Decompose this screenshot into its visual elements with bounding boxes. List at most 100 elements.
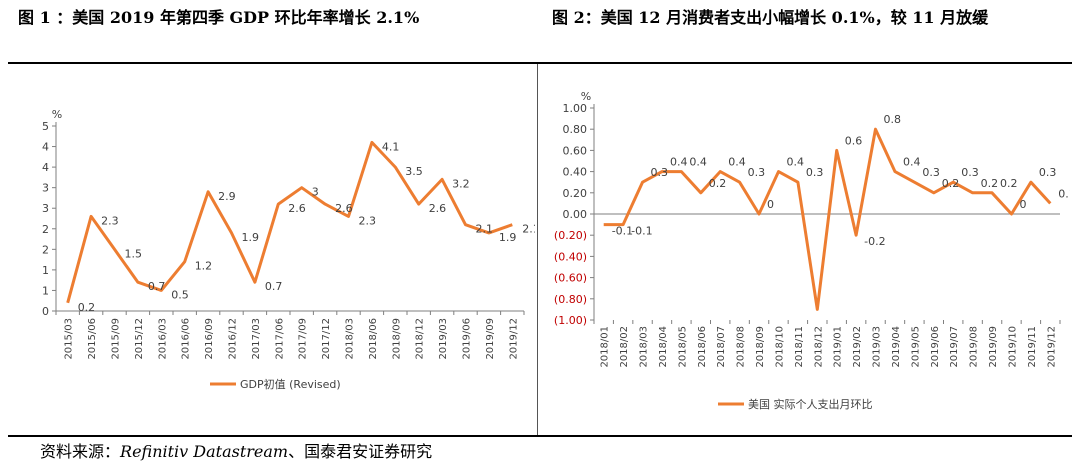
y-tick-label: 0.00 <box>563 208 588 221</box>
x-tick-label: 2018/01 <box>600 326 611 368</box>
data-label: 0.2 <box>1000 177 1018 190</box>
data-label: 1.5 <box>125 247 143 260</box>
data-label: 1.9 <box>499 231 517 244</box>
x-tick-label: 2019/01 <box>833 326 844 368</box>
y-tick-label: (0.40) <box>554 250 587 263</box>
data-label: 0.4 <box>728 156 746 169</box>
x-tick-label: 2017/06 <box>274 318 285 360</box>
data-label: 0.4 <box>903 156 921 169</box>
data-label: 0.3 <box>806 166 824 179</box>
x-tick-label: 2019/12 <box>508 318 519 360</box>
x-tick-label: 2016/03 <box>157 318 168 360</box>
x-tick-label: 2019/09 <box>485 318 496 360</box>
y-tick-label: 2 <box>42 243 49 256</box>
y-tick-label: (0.20) <box>554 229 587 242</box>
x-tick-label: 2019/10 <box>1007 326 1018 368</box>
data-label: 0 <box>1019 198 1026 211</box>
x-tick-label: 2019/03 <box>872 326 883 368</box>
data-label: 1.9 <box>242 231 260 244</box>
y-tick-label: 1 <box>42 264 49 277</box>
data-label: 2.6 <box>429 202 447 215</box>
data-label: 0.4 <box>689 156 707 169</box>
x-tick-label: 2019/02 <box>852 326 863 368</box>
data-label: -0.2 <box>864 235 885 248</box>
data-label: 2.6 <box>288 202 306 215</box>
data-label: 0.2 <box>942 177 960 190</box>
x-tick-label: 2019/11 <box>1027 326 1038 368</box>
data-label: 2.1 <box>522 223 535 236</box>
data-label: 4.1 <box>382 140 400 153</box>
x-tick-label: 2019/04 <box>891 326 902 368</box>
y-tick-label: 4 <box>42 161 49 174</box>
data-label: 0.1 <box>1058 187 1070 200</box>
data-label: -0.1 <box>612 225 633 238</box>
y-tick-label: 3 <box>42 202 49 215</box>
chart2-title: 图 2：美国 12 月消费者支出小幅增长 0.1%，较 11 月放缓 <box>552 8 989 27</box>
x-tick-label: 2018/03 <box>345 318 356 360</box>
top-rule <box>8 62 1072 64</box>
data-label: 0.4 <box>786 156 804 169</box>
data-label: 0.3 <box>651 166 668 179</box>
y-tick-label: 0 <box>42 305 49 318</box>
data-label: 0.3 <box>922 166 940 179</box>
x-tick-label: 2016/06 <box>181 318 192 360</box>
x-tick-label: 2018/02 <box>619 326 630 368</box>
x-tick-label: 2018/12 <box>813 326 824 368</box>
series-line <box>66 140 513 304</box>
x-tick-label: 2019/09 <box>988 326 999 368</box>
x-tick-label: 2018/07 <box>716 326 727 368</box>
y-tick-label: 0.40 <box>563 166 588 179</box>
data-label: 0.7 <box>148 280 166 293</box>
data-label: 2.6 <box>335 202 353 215</box>
data-label: 0.3 <box>1039 166 1057 179</box>
x-tick-label: 2017/12 <box>321 318 332 360</box>
x-tick-label: 2018/10 <box>774 326 785 368</box>
data-label: 0.2 <box>709 177 727 190</box>
source-rest: 、国泰君安证券研究 <box>288 442 433 461</box>
x-tick-label: 2019/06 <box>930 326 941 368</box>
data-label: 0.7 <box>265 280 283 293</box>
series-line <box>603 127 1052 311</box>
data-label: 3.2 <box>452 177 470 190</box>
legend-label: GDP初值 (Revised) <box>240 377 341 391</box>
x-tick-label: 2015/03 <box>64 318 75 360</box>
x-tick-label: 2018/06 <box>368 318 379 360</box>
x-tick-label: 2018/11 <box>794 326 805 368</box>
y-tick-label: 4 <box>42 141 49 154</box>
gdp-line-chart: % 0 1 1 2 2 3 3 4 4 5 2015/03 2015/06 2015/09 2015/12 2… <box>42 108 535 391</box>
data-label: 0.6 <box>845 134 863 147</box>
y-tick-label: 0.60 <box>563 144 588 157</box>
data-label: 3 <box>312 186 319 199</box>
x-tick-label: 2019/08 <box>969 326 980 368</box>
x-tick-label: 2018/09 <box>755 326 766 368</box>
data-label: 0.2 <box>981 177 999 190</box>
x-tick-label: 2015/12 <box>134 318 145 360</box>
y-axis-label: % <box>581 90 591 103</box>
y-tick-label: 2 <box>42 223 49 236</box>
x-tick-label: 2019/06 <box>462 318 473 360</box>
data-label: 3.5 <box>405 165 423 178</box>
data-label: 0.3 <box>748 166 766 179</box>
y-tick-label: 5 <box>42 120 49 133</box>
x-tick-label: 2019/03 <box>438 318 449 360</box>
data-label: 0.5 <box>171 288 189 301</box>
data-label: 0 <box>767 198 774 211</box>
legend-label: 美国 实际个人支出月环比 <box>748 397 873 411</box>
x-tick-label: 2018/08 <box>736 326 747 368</box>
x-tick-label: 2019/07 <box>949 326 960 368</box>
x-tick-label: 2017/03 <box>251 318 262 360</box>
bottom-rule <box>8 435 1072 437</box>
x-tick-label: 2016/09 <box>204 318 215 360</box>
source-label: 资料来源： <box>40 442 121 461</box>
data-label: 2.3 <box>101 214 119 227</box>
data-label: 2.1 <box>476 223 494 236</box>
x-tick-label: 2018/05 <box>677 326 688 368</box>
middle-divider <box>537 64 538 435</box>
y-tick-label: 1 <box>42 284 49 297</box>
x-tick-label: 2018/03 <box>639 326 650 368</box>
data-label: 2.3 <box>359 214 377 227</box>
x-tick-label: 2018/04 <box>658 326 669 368</box>
data-label: 0.4 <box>670 156 688 169</box>
y-tick-label: 0.20 <box>563 187 588 200</box>
consumer-spending-line-chart: %(1.00)(0.80)(0.60)(0.40)(0.20)0.000.200… <box>554 90 1070 411</box>
